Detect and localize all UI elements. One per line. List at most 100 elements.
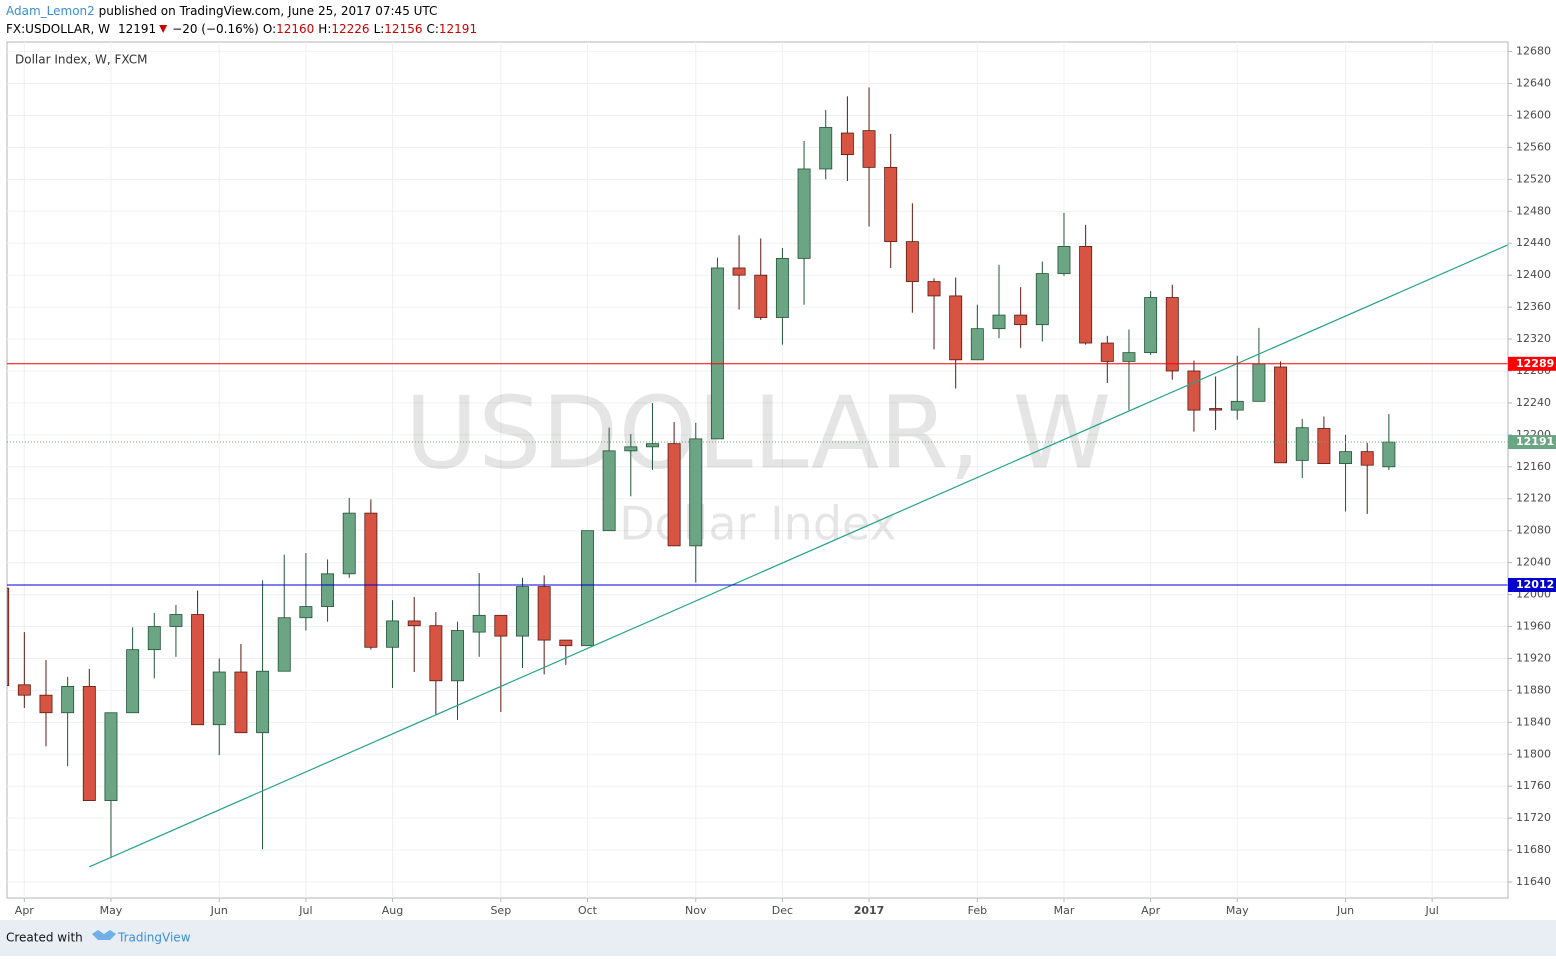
y-tick-label: 12560 [1516, 140, 1551, 153]
candle-body [234, 671, 248, 734]
candle-body [754, 274, 768, 318]
candle-body [1339, 451, 1353, 465]
y-tick-label: 12080 [1516, 524, 1551, 537]
y-tick-label: 11680 [1516, 843, 1551, 856]
quote-part: 12160 [276, 22, 314, 36]
candle-body [602, 450, 616, 532]
x-tick-label: Aug [382, 904, 403, 917]
x-tick-label: Apr [1141, 904, 1161, 917]
series [7, 87, 1508, 868]
y-tick-label: 12520 [1516, 172, 1551, 185]
y-tick-label: 12440 [1516, 236, 1551, 249]
down-arrow [159, 25, 168, 33]
candle-body [1057, 246, 1071, 274]
trendline [89, 244, 1508, 868]
y-tick-label: 11640 [1516, 875, 1551, 888]
author[interactable]: Adam_Lemon2 [6, 4, 95, 18]
y-tick-label: 12400 [1516, 268, 1551, 281]
candle-body [949, 295, 963, 361]
candle-body [321, 573, 335, 607]
footer-bar [0, 920, 1556, 956]
candle-body [645, 443, 659, 448]
candle-body [862, 130, 876, 168]
candle-body [1144, 297, 1158, 354]
price-tag [1508, 435, 1556, 450]
x-tick-label: Jun [1336, 904, 1354, 917]
candle-body [126, 649, 140, 714]
plot-area [6, 41, 1509, 899]
candle-body [537, 586, 551, 641]
candle-body [624, 446, 638, 452]
candle-body [667, 443, 681, 547]
price-tag-label: 12191 [1516, 435, 1554, 448]
y-tick-label: 11920 [1516, 651, 1551, 664]
candle-body [1100, 342, 1114, 362]
price-tag-label: 12012 [1516, 578, 1554, 591]
candle-body [1187, 370, 1201, 411]
candle-body [61, 685, 75, 714]
x-tick-label: Jul [1425, 904, 1439, 917]
brand-link[interactable]: TradingView [117, 931, 191, 945]
candle-body [82, 685, 96, 801]
candle-body [1360, 451, 1374, 466]
quote-part: O: [263, 22, 276, 36]
candle-body [386, 620, 400, 648]
x-tick-label: May [100, 904, 123, 917]
candle-body [39, 694, 53, 714]
candle-body [169, 614, 183, 627]
header-line: Adam_Lemon2 published on TradingView.com… [6, 4, 437, 18]
candle-body [212, 671, 226, 726]
x-tick-label: Jun [210, 904, 228, 917]
quote-part: 12226 [331, 22, 369, 36]
candle-body [819, 127, 833, 170]
watermark: USDOLLAR, W Dollar Index [405, 374, 1111, 550]
quote-part: C: [426, 22, 438, 36]
candle-body [147, 626, 161, 651]
quote-part: H: [318, 22, 331, 36]
candle-body [884, 166, 898, 243]
candle-body [104, 712, 118, 801]
y-tick-label: 12320 [1516, 332, 1551, 345]
chart-title: Dollar Index, W, FXCM [15, 53, 148, 67]
candle-body [429, 625, 443, 682]
candle-body [927, 281, 941, 297]
candle-body [1274, 366, 1288, 464]
quote: FX:USDOLLAR, W 12191 −20 (−0.16%) O:12160 H:… [6, 22, 477, 36]
candle-body [191, 614, 205, 726]
candle-body [342, 512, 356, 575]
candle-body [775, 257, 789, 318]
candle-body [7, 587, 10, 686]
candle-body [797, 168, 811, 259]
candle-body [1252, 363, 1266, 402]
candle-body [256, 670, 270, 734]
x-tick-label: Apr [15, 904, 35, 917]
candle-body [1295, 427, 1309, 461]
x-tick-label: 2017 [854, 904, 885, 917]
y-tick-label: 12120 [1516, 492, 1551, 505]
x-tick-label: Oct [578, 904, 598, 917]
quote-part: 12156 [384, 22, 422, 36]
x-tick-label: Jul [298, 904, 312, 917]
y-tick-label: 11720 [1516, 811, 1551, 824]
candle-body [1035, 273, 1049, 326]
y-tick-label: 11880 [1516, 683, 1551, 696]
x-tick-label: Sep [490, 904, 511, 917]
candle-body [494, 614, 508, 637]
candle-body [17, 684, 31, 696]
y-tick-label: 12040 [1516, 556, 1551, 569]
quote-part: −20 (−0.16%) [172, 22, 259, 36]
candle-body [277, 617, 291, 672]
y-tick-label: 11960 [1516, 620, 1551, 633]
y-tick-label: 11760 [1516, 779, 1551, 792]
y-tick-label: 12480 [1516, 204, 1551, 217]
y-tick-label: 11840 [1516, 715, 1551, 728]
candle-body [516, 586, 529, 637]
price-tag [1508, 577, 1556, 592]
y-tick-label: 12680 [1516, 45, 1551, 58]
axes: 11640 11680 11720 11760 11800 11840 11880 11920… [15, 45, 1556, 917]
price-tag [1508, 356, 1556, 371]
candle-body [1079, 246, 1093, 344]
created-with: Created with [6, 931, 83, 945]
y-tick-label: 12600 [1516, 108, 1551, 121]
